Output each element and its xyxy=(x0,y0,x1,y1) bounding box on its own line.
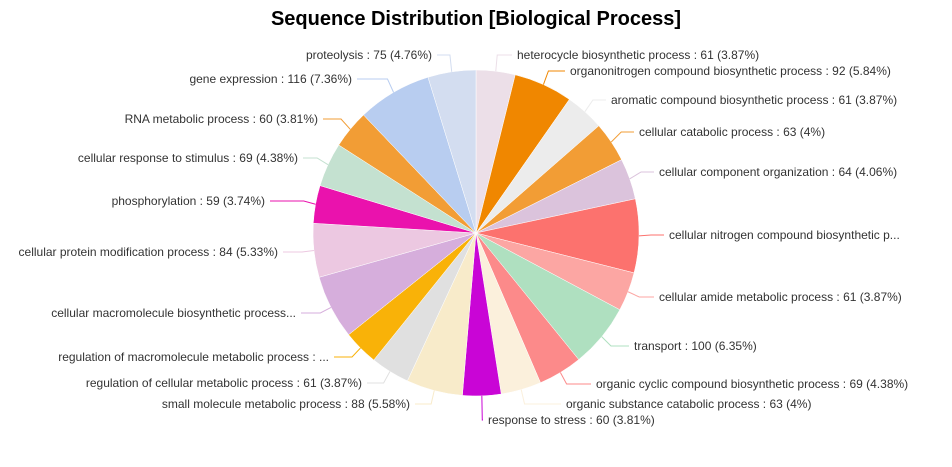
slice-label: response to stress : 60 (3.81%) xyxy=(488,413,655,427)
slice-label: small molecule metabolic process : 88 (5… xyxy=(162,397,410,411)
slice-label: cellular component organization : 64 (4.… xyxy=(659,165,897,179)
slice-label: cellular protein modification process : … xyxy=(19,245,278,259)
leader-line xyxy=(481,395,483,421)
slice-label: regulation of cellular metabolic process… xyxy=(86,376,362,390)
slice-label: regulation of macromolecule metabolic pr… xyxy=(58,350,329,364)
pie-slice[interactable] xyxy=(427,69,477,234)
leader-line xyxy=(520,389,561,405)
leader-line xyxy=(415,390,435,405)
slice-label: cellular nitrogen compound biosynthetic … xyxy=(669,228,900,242)
slice-label: cellular catabolic process : 63 (4%) xyxy=(639,125,825,139)
chart-title: Sequence Distribution [Biological Proces… xyxy=(270,8,682,30)
leader-line xyxy=(559,372,591,385)
slice-label: organic substance catabolic process : 63… xyxy=(566,397,811,411)
slice-label: aromatic compound biosynthetic process :… xyxy=(611,93,897,107)
leader-line xyxy=(437,54,453,72)
slice-label: RNA metabolic process : 60 (3.81%) xyxy=(125,112,318,126)
leader-line xyxy=(270,200,316,205)
leader-line xyxy=(629,171,654,180)
leader-line xyxy=(283,250,315,253)
slice-label: heterocycle biosynthetic process : 61 (3… xyxy=(517,48,759,62)
leader-line xyxy=(495,54,512,72)
slice-label: transport : 100 (6.35%) xyxy=(634,339,757,353)
leader-line xyxy=(367,371,391,384)
leader-line xyxy=(334,347,361,358)
leader-line xyxy=(542,70,565,85)
leader-line xyxy=(584,99,606,112)
slice-label: proteolysis : 75 (4.76%) xyxy=(306,48,432,62)
slice-label: organic cyclic compound biosynthetic pro… xyxy=(596,377,908,391)
leader-line xyxy=(323,118,351,130)
leader-line xyxy=(627,291,654,298)
leader-line xyxy=(303,157,329,166)
slice-label: gene expression : 116 (7.36%) xyxy=(189,72,352,86)
leader-line xyxy=(601,336,629,347)
leader-line xyxy=(610,131,634,143)
slice-label: cellular macromolecule biosynthetic proc… xyxy=(51,306,296,320)
slice-label: cellular response to stimulus : 69 (4.38… xyxy=(78,151,298,165)
leader-line xyxy=(357,78,395,93)
slice-label: cellular amide metabolic process : 61 (3… xyxy=(659,290,902,304)
slice-label: organonitrogen compound biosynthetic pro… xyxy=(570,64,891,78)
leader-line xyxy=(638,234,664,237)
slice-label: phosphorylation : 59 (3.74%) xyxy=(112,194,265,208)
leader-line xyxy=(301,307,332,314)
